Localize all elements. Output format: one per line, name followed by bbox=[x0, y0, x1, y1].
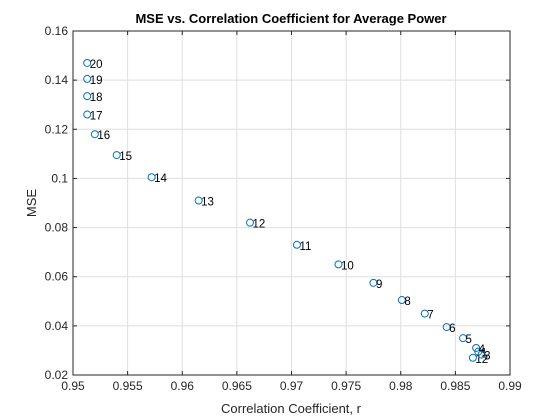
data-point bbox=[194, 196, 203, 205]
x-tick-label: 0.975 bbox=[331, 379, 361, 393]
y-tick-label: 0.06 bbox=[45, 270, 69, 284]
data-point bbox=[472, 343, 481, 352]
y-tick-label: 0.16 bbox=[45, 24, 69, 38]
point-label: 11 bbox=[299, 241, 311, 253]
x-tick-label: 0.965 bbox=[222, 379, 252, 393]
data-point bbox=[245, 218, 254, 227]
point-label: 19 bbox=[90, 75, 103, 87]
point-label: 8 bbox=[404, 296, 410, 308]
point-label: 6 bbox=[449, 323, 455, 335]
data-point bbox=[459, 334, 468, 343]
y-tick-label: 0.02 bbox=[45, 368, 69, 382]
x-tick-label: 0.98 bbox=[389, 379, 413, 393]
data-point bbox=[468, 353, 477, 362]
data-point bbox=[397, 296, 406, 305]
point-label: 1 bbox=[481, 348, 487, 360]
point-label: 13 bbox=[201, 197, 214, 209]
x-tick-label: 0.97 bbox=[280, 379, 304, 393]
y-tick-label: 0.14 bbox=[45, 73, 69, 87]
data-point bbox=[83, 74, 92, 83]
data-point bbox=[442, 323, 451, 332]
x-tick-label: 0.99 bbox=[498, 379, 522, 393]
y-tick-label: 0.08 bbox=[45, 221, 69, 235]
y-tick-label: 0.04 bbox=[45, 319, 69, 333]
data-point bbox=[147, 173, 156, 182]
x-tick-label: 0.985 bbox=[440, 379, 470, 393]
point-label: 15 bbox=[119, 151, 132, 163]
axes: 0.95 0.955 0.96 0.965 0.97 0.975 0.98 0.985 0.99… bbox=[45, 24, 522, 393]
x-axis-label: Correlation Coefficient, r bbox=[221, 401, 362, 416]
point-label: 4 bbox=[479, 344, 486, 356]
data-point bbox=[292, 240, 301, 249]
y-tick-label: 0.1 bbox=[51, 171, 68, 185]
data-point bbox=[369, 278, 378, 287]
point-label: 7 bbox=[427, 310, 433, 322]
data-point bbox=[83, 92, 92, 101]
point-label: 10 bbox=[341, 260, 354, 272]
x-tick-label: 0.96 bbox=[171, 379, 195, 393]
point-label: 9 bbox=[376, 279, 382, 291]
data-point bbox=[420, 309, 429, 318]
point-label: 5 bbox=[466, 334, 472, 346]
point-label: 14 bbox=[154, 173, 167, 185]
x-tick-label: 0.95 bbox=[61, 379, 85, 393]
data-point bbox=[83, 58, 92, 67]
data-point bbox=[477, 350, 486, 359]
point-label: 16 bbox=[97, 130, 110, 142]
point-label: 17 bbox=[90, 111, 103, 123]
y-axis-label: MSE bbox=[24, 189, 39, 218]
data-point bbox=[90, 130, 99, 139]
chart-title: MSE vs. Correlation Coefficient for Aver… bbox=[135, 11, 446, 26]
x-tick-label: 0.955 bbox=[113, 379, 143, 393]
data-point bbox=[83, 110, 92, 119]
y-tick-label: 0.12 bbox=[45, 122, 69, 136]
point-label: 20 bbox=[90, 59, 103, 71]
point-label: 12 bbox=[252, 219, 265, 231]
data-point bbox=[112, 151, 121, 160]
point-label: 3 bbox=[484, 351, 490, 363]
data-point bbox=[334, 260, 343, 269]
point-label: 18 bbox=[90, 92, 103, 104]
